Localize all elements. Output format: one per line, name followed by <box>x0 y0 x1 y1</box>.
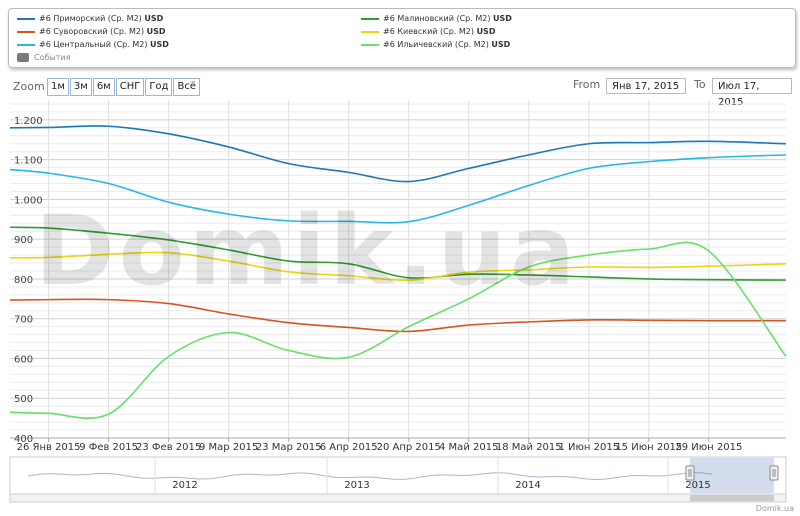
legend-swatch <box>17 17 35 20</box>
legend-swatch <box>361 43 379 46</box>
x-tick-label: 23 Фев 2015 <box>136 442 201 453</box>
legend-item-kievsky[interactable]: #6 Киевский (Ср. М2) USD <box>361 26 495 38</box>
events-icon <box>17 53 29 62</box>
legend-item-suvorovsky[interactable]: #6 Суворовский (Ср. М2) USD <box>17 26 166 38</box>
x-tick-label: 29 Июн 2015 <box>675 442 742 453</box>
legend-item-events[interactable]: События <box>17 52 70 64</box>
from-date-input[interactable]: Янв 17, 2015 <box>606 78 686 94</box>
legend-unit: USD <box>493 14 512 23</box>
legend-swatch <box>361 17 379 20</box>
x-tick-label: 9 Мар 2015 <box>199 442 258 453</box>
zoom-1m-button[interactable]: 1м <box>47 78 69 96</box>
y-tick-label: 1.000 <box>14 195 43 206</box>
zoom-3m-button[interactable]: 3м <box>69 78 92 96</box>
legend-label: #6 Приморский (Ср. М2) <box>39 14 142 23</box>
watermark: Domik.ua <box>35 195 580 307</box>
series-line <box>9 298 787 333</box>
legend-unit: USD <box>144 14 164 23</box>
chart-series <box>9 125 787 420</box>
legend-label: #6 Ильичевский (Ср. М2) <box>383 40 489 49</box>
series-line <box>9 154 787 224</box>
legend-swatch <box>17 30 35 33</box>
navigator-year-label: 2014 <box>515 480 540 491</box>
zoom-label: Zoom <box>13 80 45 93</box>
x-tick-label: 9 Фев 2015 <box>79 442 138 453</box>
legend-label: #6 Суворовский (Ср. М2) <box>39 27 145 36</box>
zoom-6m-button[interactable]: 6м <box>92 78 115 96</box>
x-tick-label: 15 Июн 2015 <box>615 442 682 453</box>
legend-unit: USD <box>491 40 511 49</box>
x-tick-label: 6 Апр 2015 <box>320 442 378 453</box>
legend-label: #6 Киевский (Ср. М2) <box>383 27 475 36</box>
y-tick-label: 900 <box>14 235 33 246</box>
y-tick-label: 1.100 <box>14 156 43 167</box>
to-date-input[interactable]: Июл 17, 2015 <box>712 78 792 108</box>
navigator-handle[interactable] <box>769 465 779 481</box>
legend-swatch <box>17 43 35 46</box>
navigator-selected-range <box>690 458 774 493</box>
navigator[interactable]: 2012 2013 2014 2015 <box>9 456 787 503</box>
series-line <box>9 226 787 281</box>
legend-item-centralny[interactable]: #6 Центральный (Ср. М2) USD <box>17 39 169 51</box>
zoom-1y-button[interactable]: Год <box>145 78 173 96</box>
navigator-year-label: 2012 <box>172 480 197 491</box>
navigator-line <box>27 472 713 481</box>
legend-item-ilichevsky[interactable]: #6 Ильичевский (Ср. М2) USD <box>361 39 510 51</box>
to-label: To <box>694 78 706 91</box>
series-line <box>9 251 787 281</box>
navigator-year-label: 2015 <box>685 480 710 491</box>
legend-unit: USD <box>476 27 496 36</box>
legend-item-primorsky[interactable]: #6 Приморский (Ср. М2) USD <box>17 13 163 25</box>
y-tick-label: 800 <box>14 275 33 286</box>
legend-swatch <box>361 30 379 33</box>
legend-events-label: События <box>34 53 71 62</box>
y-axis-ticks: 400 500 600 700 800 900 1.000 1.100 1.200 <box>14 116 43 445</box>
x-tick-label: 26 Янв 2015 <box>17 442 81 453</box>
credit-label: Domik.ua <box>755 504 794 513</box>
legend-unit: USD <box>146 27 166 36</box>
zoom-buttons: 1м 3м 6м СНГ Год Всё <box>47 78 201 96</box>
x-tick-label: 23 Мар 2015 <box>256 442 322 453</box>
from-label: From <box>573 78 601 91</box>
legend-item-malinovsky[interactable]: #6 Малиновский (Ср. М2) USD <box>361 13 512 25</box>
y-tick-label: 500 <box>14 394 33 405</box>
legend-unit: USD <box>150 40 169 49</box>
y-tick-label: 700 <box>14 315 33 326</box>
x-tick-label: 4 Май 2015 <box>439 442 498 453</box>
x-tick-label: 1 Июн 2015 <box>558 442 619 453</box>
y-tick-label: 400 <box>14 434 33 445</box>
series-line <box>9 125 787 183</box>
series-line <box>9 241 787 420</box>
x-tick-label: 20 Апр 2015 <box>377 442 441 453</box>
navigator-year-label: 2013 <box>344 480 369 491</box>
chart-legend: #6 Приморский (Ср. М2) USD #6 Суворовски… <box>8 8 796 68</box>
navigator-handle[interactable] <box>685 465 695 481</box>
zoom-ytd-button[interactable]: СНГ <box>115 78 145 96</box>
y-tick-label: 600 <box>14 354 33 365</box>
legend-label: #6 Центральный (Ср. М2) <box>39 40 148 49</box>
grid-lines <box>10 100 786 439</box>
x-tick-label: 18 Май 2015 <box>496 442 562 453</box>
scrollbar-thumb[interactable] <box>690 495 774 501</box>
y-tick-label: 1.200 <box>14 116 43 127</box>
navigator-scrollbar[interactable] <box>9 493 787 503</box>
legend-label: #6 Малиновский (Ср. М2) <box>383 14 491 23</box>
zoom-all-button[interactable]: Всё <box>173 78 200 96</box>
